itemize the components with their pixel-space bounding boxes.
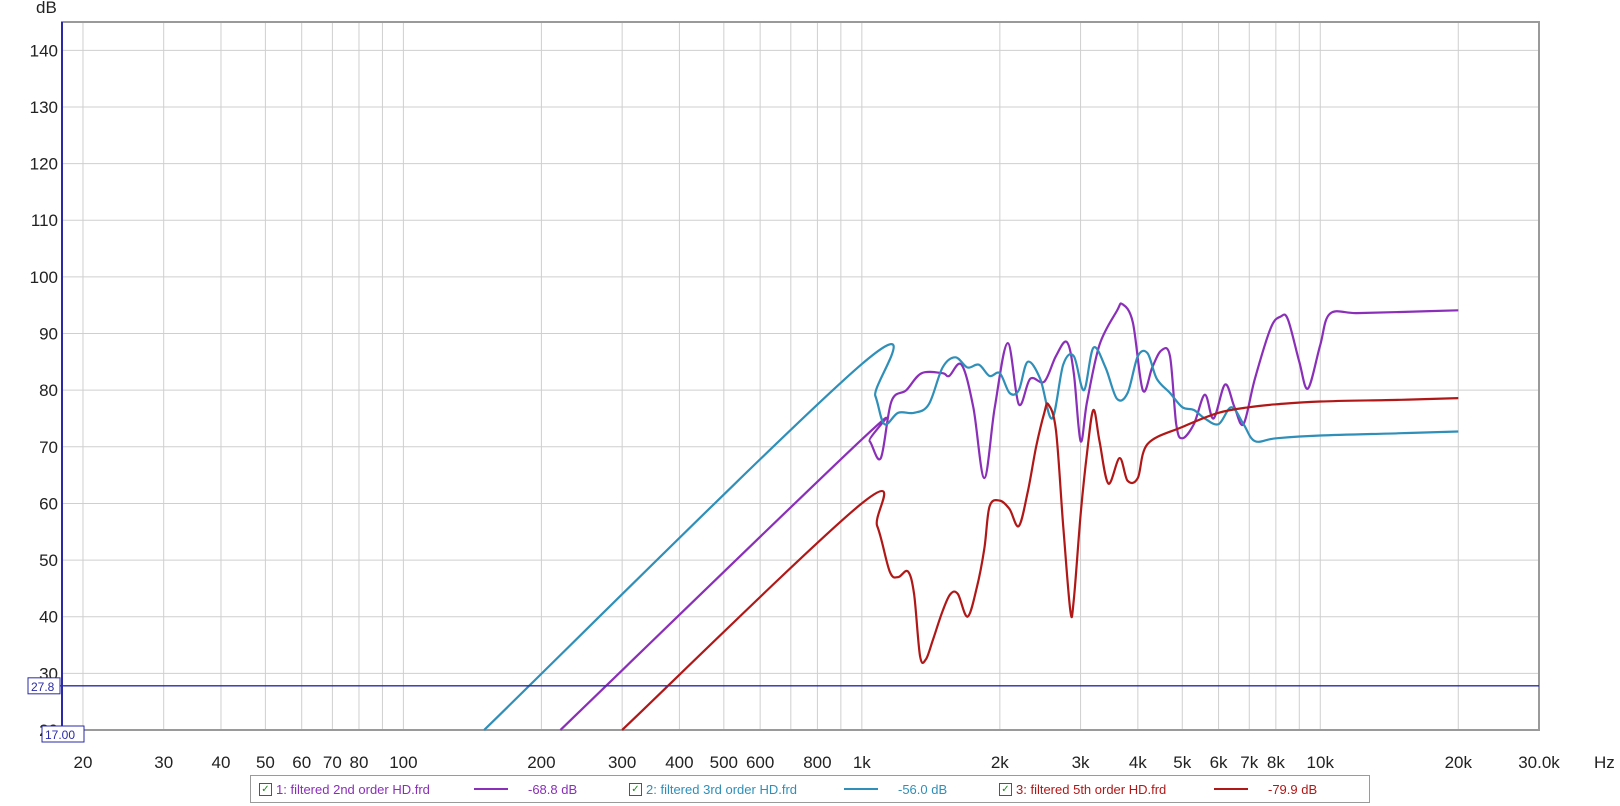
y-tick-label: 140	[30, 41, 58, 60]
x-tick-label: 8k	[1267, 753, 1285, 772]
legend-series-name: 1: filtered 2nd order HD.frd	[276, 781, 430, 797]
legend-line-swatch	[474, 788, 508, 790]
x-tick-label: 80	[350, 753, 369, 772]
x-tick-label: 30	[154, 753, 173, 772]
cursor-line[interactable]: 27.8	[27, 677, 1539, 695]
x-tick-label: 50	[256, 753, 275, 772]
legend-line-swatch	[844, 788, 878, 790]
legend-line-swatch	[1214, 788, 1248, 790]
legend-checkbox[interactable]: ✓	[629, 782, 642, 796]
y-tick-label: 40	[39, 608, 58, 627]
legend-series-value: -68.8 dB	[528, 781, 578, 797]
x-axis-unit-label: Hz	[1594, 753, 1615, 772]
legend-item: ✓ 3: filtered 5th order HD.frd -79.9 dB	[991, 782, 1361, 797]
x-cursor-value-label: 17.00	[45, 728, 75, 742]
y-tick-labels: 2030405060708090100110120130140	[30, 41, 58, 740]
x-tick-label: 4k	[1129, 753, 1147, 772]
x-tick-label: 60	[292, 753, 311, 772]
grid-lines	[62, 22, 1539, 731]
y-tick-label: 90	[39, 325, 58, 344]
x-tick-label: 10k	[1307, 753, 1335, 772]
legend-checkbox[interactable]: ✓	[259, 782, 272, 796]
x-tick-label: 3k	[1072, 753, 1090, 772]
y-tick-label: 110	[31, 211, 58, 230]
legend-series-value: -79.9 dB	[1268, 781, 1318, 797]
legend-item: ✓ 1: filtered 2nd order HD.frd -68.8 dB	[251, 782, 621, 797]
y-tick-label: 120	[30, 155, 58, 174]
x-tick-label: 40	[212, 753, 231, 772]
legend-checkbox[interactable]: ✓	[999, 782, 1012, 796]
x-tick-label: 5k	[1173, 753, 1191, 772]
legend-series-name: 2: filtered 3rd order HD.frd	[646, 781, 798, 797]
series-line	[559, 302, 1459, 731]
y-axis-unit-label: dB	[36, 0, 57, 17]
y-tick-label: 80	[39, 381, 58, 400]
x-tick-label: 600	[746, 753, 774, 772]
series-line	[483, 343, 1459, 731]
x-tick-label: 30.0k	[1518, 753, 1560, 772]
x-tick-label: 300	[608, 753, 636, 772]
x-tick-label: 200	[527, 753, 555, 772]
x-tick-label: 6k	[1210, 753, 1228, 772]
cursor-value-box	[27, 677, 61, 695]
y-tick-label: 130	[30, 98, 58, 117]
x-tick-label: 70	[323, 753, 342, 772]
x-tick-label: 500	[710, 753, 738, 772]
series-lines	[483, 302, 1459, 731]
legend: ✓ 1: filtered 2nd order HD.frd -68.8 dB ✓ 2:…	[250, 775, 1370, 803]
legend-series-value: -56.0 dB	[898, 781, 948, 797]
x-cursor-value-box	[41, 725, 85, 743]
x-tick-label: 1k	[853, 753, 871, 772]
legend-item: ✓ 2: filtered 3rd order HD.frd -56.0 dB	[621, 782, 991, 797]
x-tick-label: 800	[803, 753, 831, 772]
x-tick-label: 20k	[1445, 753, 1473, 772]
x-tick-label: 400	[665, 753, 693, 772]
x-cursor-readout: 17.00	[41, 725, 85, 743]
y-tick-label: 50	[39, 551, 58, 570]
x-tick-label: 2k	[991, 753, 1009, 772]
legend-series-name: 3: filtered 5th order HD.frd	[1016, 781, 1167, 797]
y-tick-label: 60	[39, 494, 58, 513]
series-line	[621, 397, 1459, 731]
x-tick-label: 7k	[1240, 753, 1258, 772]
cursor-value-label: 27.8	[31, 680, 55, 694]
x-tick-labels: 20 30 40 50 60 70 80 100 200 300 400 500 600 800 1k 2k 3…	[74, 753, 1561, 772]
y-tick-label: 70	[39, 438, 58, 457]
y-tick-label: 100	[30, 268, 58, 287]
x-tick-label: 20	[74, 753, 93, 772]
x-tick-label: 100	[389, 753, 417, 772]
plot-area-border	[61, 21, 1540, 731]
